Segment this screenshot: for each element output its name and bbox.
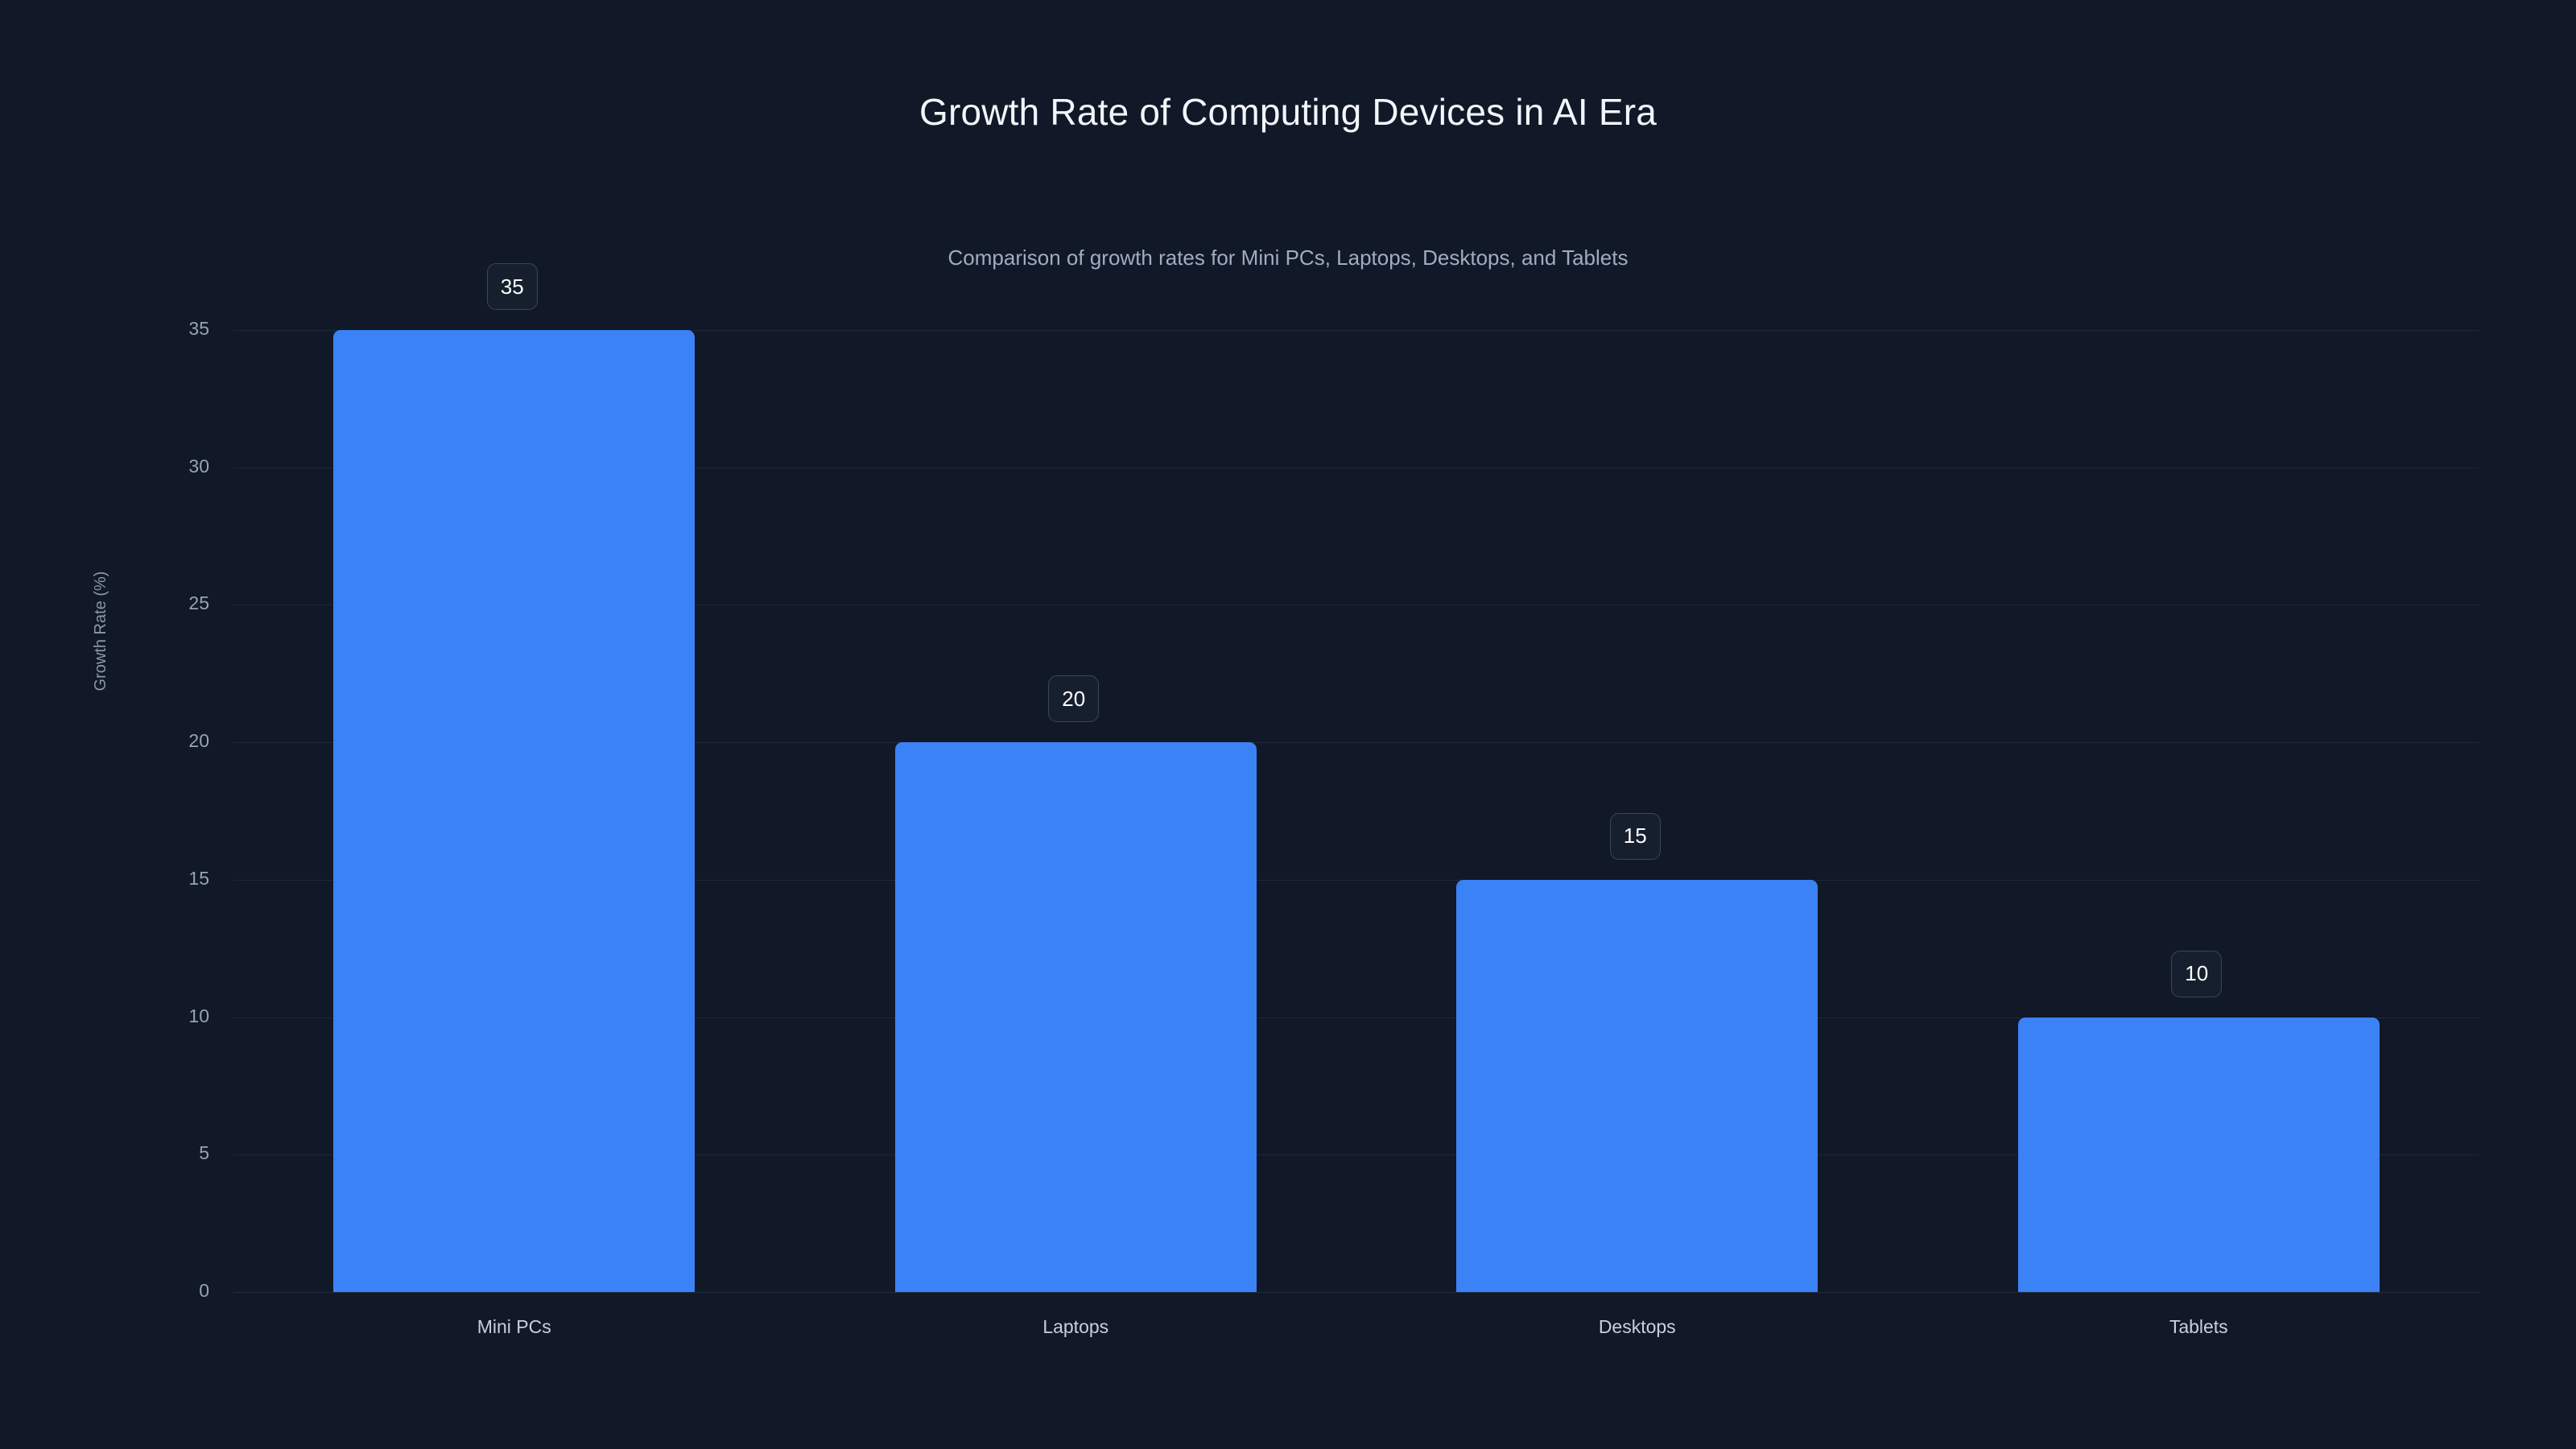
y-axis-tick-label: 30 xyxy=(188,455,209,477)
gridline xyxy=(233,1154,2479,1156)
bar-value-badge: 35 xyxy=(486,263,538,310)
y-axis-tick-label: 0 xyxy=(199,1280,209,1301)
gridline xyxy=(233,467,2479,469)
bar-value-badge: 10 xyxy=(2171,950,2223,997)
chart-subtitle: Comparison of growth rates for Mini PCs,… xyxy=(947,246,1629,270)
x-axis-category-label: Laptops xyxy=(1042,1316,1109,1337)
x-axis-category-label: Desktops xyxy=(1598,1316,1676,1337)
chart-title: Growth Rate of Computing Devices in AI E… xyxy=(919,91,1657,133)
x-axis-category-label: Tablets xyxy=(2169,1316,2228,1337)
gridline xyxy=(233,879,2479,881)
bar-value-badge: 20 xyxy=(1048,675,1100,723)
y-axis-tick-label: 25 xyxy=(188,592,209,614)
y-axis-tick-label: 5 xyxy=(199,1142,209,1164)
y-axis-title: Growth Rate (%) xyxy=(92,571,109,691)
gridline xyxy=(233,742,2479,744)
y-axis-tick-label: 10 xyxy=(188,1005,209,1026)
x-axis-category-label: Mini PCs xyxy=(477,1316,551,1337)
y-axis-tick-label: 20 xyxy=(188,730,209,752)
bar[interactable] xyxy=(1456,879,1818,1292)
gridline xyxy=(233,1292,2479,1293)
gridline xyxy=(233,330,2479,331)
bar[interactable] xyxy=(2017,1017,2380,1292)
y-axis-tick-label: 15 xyxy=(188,867,209,889)
bar-value-badge: 15 xyxy=(1609,812,1661,860)
plot-area xyxy=(233,330,2479,1293)
y-axis-tick-label: 35 xyxy=(188,318,209,339)
bar[interactable] xyxy=(333,330,696,1292)
bar[interactable] xyxy=(894,742,1257,1292)
